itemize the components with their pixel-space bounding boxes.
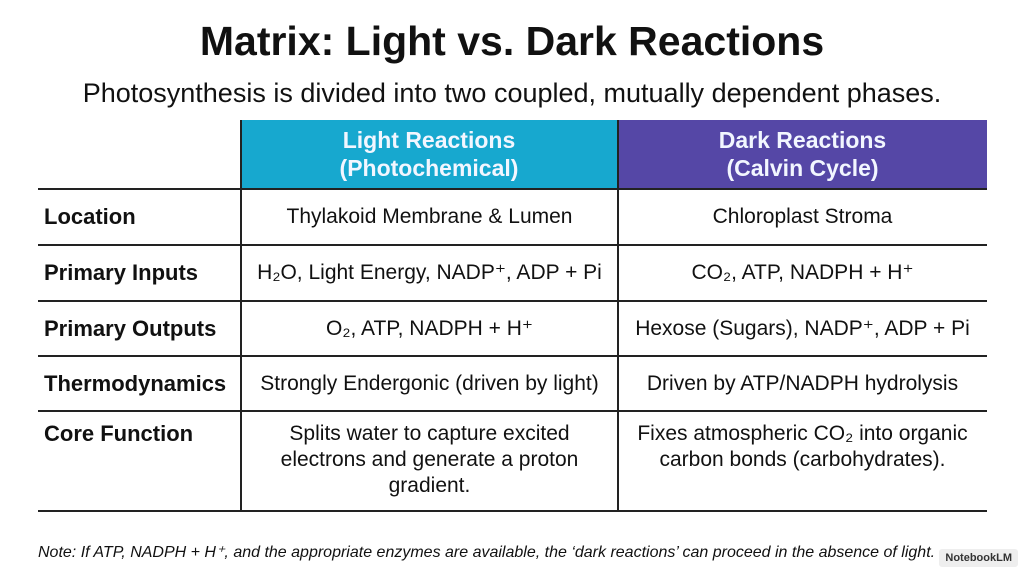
table-cell: Chloroplast Stroma xyxy=(712,205,893,228)
column-header: Light Reactions (Photochemical) xyxy=(241,120,617,188)
column-divider xyxy=(617,120,619,512)
row-divider xyxy=(38,410,987,412)
row-label: Primary Outputs xyxy=(44,315,217,341)
column-title: Dark Reactions xyxy=(718,127,887,153)
row-label: Location xyxy=(44,204,136,229)
column-subtitle: (Calvin Cycle) xyxy=(726,155,879,181)
note: Note: If ATP, NADPH + H⁺, and the approp… xyxy=(38,544,936,561)
row-label: Primary Inputs xyxy=(44,260,199,285)
table-cell: O₂, ATP, NADPH + H⁺ xyxy=(326,316,533,340)
row-label: Core Function xyxy=(44,421,194,446)
table-cell: CO₂, ATP, NADPH + H⁺ xyxy=(691,261,914,284)
row-divider xyxy=(38,300,987,302)
row-label: Thermodynamics xyxy=(44,370,227,396)
row-divider xyxy=(38,188,987,190)
row-divider xyxy=(38,510,987,512)
subtitle: Photosynthesis is divided into two coupl… xyxy=(82,78,942,108)
row-divider xyxy=(38,355,987,357)
row-divider xyxy=(38,244,987,246)
table-cell: Splits water to capture excited electron… xyxy=(280,422,579,497)
column-header: Dark Reactions (Calvin Cycle) xyxy=(618,120,987,188)
table-cell: Thylakoid Membrane & Lumen xyxy=(286,205,573,228)
table-cell: Strongly Endergonic (driven by light) xyxy=(260,371,599,395)
column-subtitle: (Photochemical) xyxy=(339,155,519,181)
table-cell: Driven by ATP/NADPH hydrolysis xyxy=(646,371,959,395)
column-divider xyxy=(240,120,242,512)
table-cell: H₂O, Light Energy, NADP⁺, ADP + Pi xyxy=(257,261,602,284)
column-title: Light Reactions xyxy=(342,127,516,153)
table-cell: Hexose (Sugars), NADP⁺, ADP + Pi xyxy=(635,316,970,340)
table-cell: Fixes atmospheric CO₂ into organic carbo… xyxy=(637,422,968,471)
badge: NotebookLM xyxy=(939,549,1018,567)
title: Matrix: Light vs. Dark Reactions xyxy=(199,18,825,64)
